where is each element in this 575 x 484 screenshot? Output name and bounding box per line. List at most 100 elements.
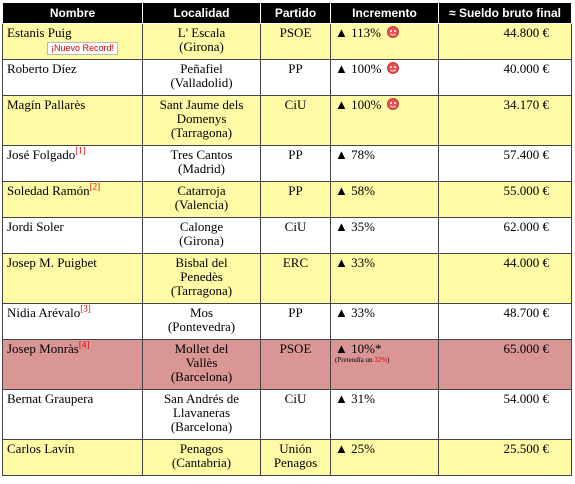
increment-cell: ▲ 33% bbox=[330, 303, 439, 340]
cell-line: Tres Cantos bbox=[170, 147, 233, 162]
cell-line: (Barcelona) bbox=[170, 419, 233, 434]
salary-cell: 34.170 € bbox=[438, 95, 572, 146]
cell-line: PP bbox=[288, 305, 303, 320]
salary-cell: 54.000 € bbox=[438, 389, 572, 440]
party-cell: PP bbox=[260, 145, 331, 182]
cell-line: Vallès bbox=[185, 355, 218, 370]
name: Josep M. Puigbet bbox=[7, 255, 97, 270]
place-cell: L' Escala (Girona) bbox=[142, 23, 261, 60]
header-cell: Nombre bbox=[2, 2, 143, 24]
note-part: 32% bbox=[374, 356, 388, 364]
name-cell: Nidia Arévalo[3] bbox=[2, 303, 143, 340]
table-row: José Folgado[1] Tres Cantos (Madrid) PP ▲ 78… bbox=[2, 145, 572, 182]
face-icon bbox=[387, 62, 400, 74]
salary-cell: 44.800 € bbox=[438, 23, 572, 60]
place-cell: Penagos (Cantabria) bbox=[142, 439, 261, 476]
table-row: Magín Pallarès Sant Jaume dels Domenys (Tar… bbox=[2, 95, 572, 146]
cell-line: PSOE bbox=[279, 341, 312, 356]
increment: ▲ 35% bbox=[335, 219, 375, 234]
cell-line: Penagos bbox=[179, 441, 224, 456]
name-cell: Estanis Puig ¡Nuevo Record! bbox=[2, 23, 143, 60]
table-row: Josep Monràs[4] Mollet del Vallès (Barcelon… bbox=[2, 339, 572, 390]
cell-line: L' Escala bbox=[177, 25, 226, 40]
increment-cell: ▲ 78% bbox=[330, 145, 439, 182]
name: Nidia Arévalo bbox=[7, 305, 81, 320]
header-row: Nombre Localidad Partido Incremento ≈ Sueldo… bbox=[2, 2, 572, 24]
name: Jordi Soler bbox=[7, 219, 64, 234]
cell-line: (Barcelona) bbox=[170, 369, 233, 384]
salary-cell: 44.000 € bbox=[438, 253, 572, 304]
name: Carlos Lavín bbox=[7, 441, 75, 456]
table-row: Estanis Puig ¡Nuevo Record! L' Escala (Giro… bbox=[2, 23, 572, 60]
increment: ▲ 58% bbox=[335, 183, 375, 198]
name-cell: Roberto Díez bbox=[2, 59, 143, 96]
place-cell: Calonge (Girona) bbox=[142, 217, 261, 254]
salary-cell: 65.000 € bbox=[438, 339, 572, 390]
increment-cell: ▲ 100% bbox=[330, 59, 439, 96]
salary-cell: 57.400 € bbox=[438, 145, 572, 182]
cell-line: PP bbox=[288, 61, 303, 76]
face-icon bbox=[387, 26, 399, 38]
reference: [4] bbox=[78, 339, 90, 350]
face-icon bbox=[387, 98, 400, 110]
increment: ▲ 31% bbox=[335, 391, 375, 406]
cell-line: (Cantabria) bbox=[171, 455, 232, 470]
reference: [2] bbox=[89, 181, 101, 192]
increment: ▲ 78% bbox=[335, 147, 375, 162]
party-cell: CiU bbox=[260, 95, 331, 146]
name: José Folgado bbox=[7, 147, 76, 162]
cell-line: Penagos bbox=[273, 455, 318, 470]
cell-line: ERC bbox=[282, 255, 309, 270]
increment: ▲ 33% bbox=[335, 305, 375, 320]
party-cell: ERC bbox=[260, 253, 331, 304]
increment-cell: ▲ 100% bbox=[330, 95, 439, 146]
place-cell: Mos (Pontevedra) bbox=[142, 303, 261, 340]
cell-line: (Valladolid) bbox=[170, 75, 233, 90]
cell-line: (Girona) bbox=[179, 39, 224, 54]
place-cell: Mollet del Vallès (Barcelona) bbox=[142, 339, 261, 390]
party-cell: PSOE bbox=[260, 23, 331, 60]
table-row: Soledad Ramón[2] Catarroja (Valencia) PP ▲ 5… bbox=[2, 181, 572, 218]
increment-cell: ▲ 10%* (Pretendía un 32%) bbox=[330, 339, 439, 390]
table-row: Nidia Arévalo[3] Mos (Pontevedra) PP ▲ 33% 48… bbox=[2, 303, 572, 340]
note-part: (Pretendía un bbox=[335, 356, 375, 364]
place-cell: Peñafiel (Valladolid) bbox=[142, 59, 261, 96]
name-cell: Josep Monràs[4] bbox=[2, 339, 143, 390]
header-cell: Localidad bbox=[142, 2, 261, 24]
party-cell: CiU bbox=[260, 389, 331, 440]
party-cell: PSOE bbox=[260, 339, 331, 390]
cell-line: Peñafiel bbox=[180, 61, 223, 76]
salary-cell: 62.000 € bbox=[438, 217, 572, 254]
increment-cell: ▲ 58% bbox=[330, 181, 439, 218]
note: (Pretendía un 32%) bbox=[335, 356, 434, 365]
place-cell: San Andrés de Llavaneras (Barcelona) bbox=[142, 389, 261, 440]
table-row: Jordi Soler Calonge (Girona) CiU ▲ 35% 62.000… bbox=[2, 217, 572, 254]
cell-line: CiU bbox=[284, 97, 307, 112]
increment-cell: ▲ 25% bbox=[330, 439, 439, 476]
table-row: Roberto Díez Peñafiel (Valladolid) PP ▲ 100%… bbox=[2, 59, 572, 96]
cell-line: (Tarragona) bbox=[170, 125, 233, 140]
table-row: Josep M. Puigbet Bisbal del Penedès (Tarrag… bbox=[2, 253, 572, 304]
place-cell: Catarroja (Valencia) bbox=[142, 181, 261, 218]
place-cell: Sant Jaume dels Domenys (Tarragona) bbox=[142, 95, 261, 146]
party-cell: Unión Penagos bbox=[260, 439, 331, 476]
name-cell: Josep M. Puigbet bbox=[2, 253, 143, 304]
name-cell: Jordi Soler bbox=[2, 217, 143, 254]
increment-cell: ▲ 33% bbox=[330, 253, 439, 304]
party-cell: PP bbox=[260, 181, 331, 218]
table-row: Bernat Graupera San Andrés de Llavaneras (B… bbox=[2, 389, 572, 440]
salary-cell: 48.700 € bbox=[438, 303, 572, 340]
cell-line: Unión bbox=[279, 441, 312, 456]
salary-cell: 25.500 € bbox=[438, 439, 572, 476]
increment-cell: ▲ 31% bbox=[330, 389, 439, 440]
cell-line: (Valencia) bbox=[174, 197, 229, 212]
name: Soledad Ramón bbox=[7, 183, 90, 198]
table-body: Estanis Puig ¡Nuevo Record! L' Escala (Giro… bbox=[2, 23, 572, 476]
table-row: Carlos Lavín Penagos (Cantabria) Unión Penag… bbox=[2, 439, 572, 476]
increment: ▲ 33% bbox=[335, 255, 375, 270]
cell-line: Bisbal del bbox=[175, 255, 228, 270]
name: Magín Pallarès bbox=[7, 97, 86, 112]
place-cell: Bisbal del Penedès (Tarragona) bbox=[142, 253, 261, 304]
party-cell: PP bbox=[260, 303, 331, 340]
